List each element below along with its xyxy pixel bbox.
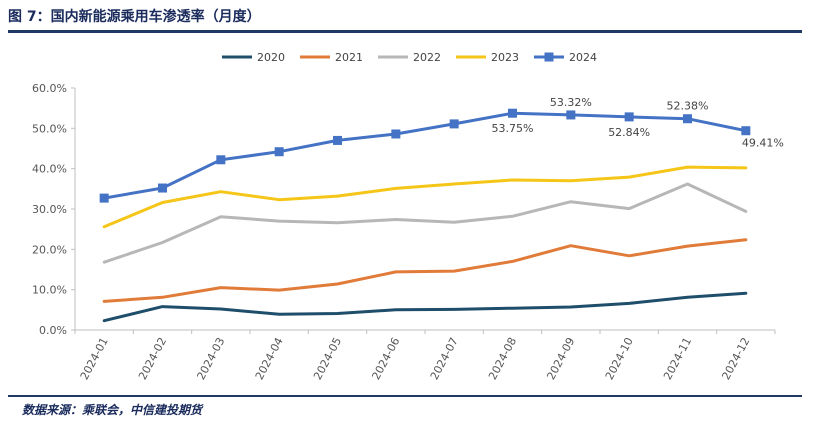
page-title: 图 7：国内新能源乘用车渗透率（月度） [8,9,261,25]
x-tick-label: 2024-09 [544,335,577,382]
data-label: 52.84% [608,126,650,139]
y-tick-label: 0.0% [39,324,67,337]
legend-item-2020: 2020 [222,51,285,64]
series-line-2020 [102,291,748,323]
legend-label: 2023 [491,51,519,64]
data-point-marker [158,183,167,193]
top-divider [8,30,802,33]
x-tick-label: 2024-11 [661,335,694,382]
source-note: 数据来源：乘联会，中信建投期货 [22,403,203,417]
x-tick-label: 2024-10 [603,335,636,382]
data-point-marker [449,119,459,129]
y-tick-label: 60.0% [32,82,67,95]
chart-axes: 0.0% 10.0% 20.0% 30.0% 40.0% 50.0% 60.0% 2024-0… [32,82,776,382]
legend-marker [544,52,554,62]
y-tick-label: 50.0% [32,122,67,135]
y-tick-label: 20.0% [32,243,67,256]
y-tick-label: 30.0% [32,203,67,216]
legend-label: 2024 [569,51,597,64]
chart-series [99,108,751,323]
legend-label: 2022 [413,51,441,64]
data-point-marker [216,155,226,165]
series-line-2022 [102,182,748,264]
chart-data-labels: 53.75% 53.32% 52.84% 52.38% 49.41% [492,96,784,150]
series-line-2024 [102,111,748,200]
legend-item-2022: 2022 [378,51,441,64]
series-2024 [99,108,751,203]
x-tick-label: 2024-08 [486,335,519,382]
series-line-2023 [102,165,748,229]
series-2022 [102,182,748,264]
x-tick-label: 2024-04 [253,335,286,382]
x-tick-label: 2024-03 [194,335,227,382]
bottom-divider [8,395,802,397]
x-tick-label: 2024-05 [311,335,344,382]
legend-item-2024: 2024 [534,51,597,64]
chart-legend: 2020 2021 2022 2023 2024 [222,51,597,64]
y-tick-label: 10.0% [32,284,67,297]
data-label: 53.75% [492,122,534,135]
series-2021 [102,238,748,303]
x-tick-label: 2024-02 [136,335,169,382]
series-2020 [102,291,748,323]
x-tick-label: 2024-12 [719,335,752,382]
data-point-marker [508,108,517,118]
legend-label: 2020 [257,51,285,64]
data-point-marker [566,110,576,120]
x-tick-label: 2024-01 [78,335,111,382]
legend-item-2023: 2023 [456,51,519,64]
legend-item-2021: 2021 [300,51,363,64]
data-point-marker [99,193,109,203]
series-line-2021 [102,238,748,303]
x-tick-label: 2024-07 [428,335,461,382]
data-label: 53.32% [550,96,592,109]
y-tick-label: 40.0% [32,163,67,176]
data-label: 52.38% [667,100,709,113]
data-label: 49.41% [742,137,784,150]
data-point-marker [391,129,401,139]
x-tick-label: 2024-06 [369,335,402,382]
data-point-marker [683,114,692,124]
series-2023 [102,165,748,229]
data-point-marker [333,135,342,145]
legend-label: 2021 [335,51,363,64]
data-point-marker [741,126,751,136]
data-point-marker [274,147,284,157]
line-chart: 2020 2021 2022 2023 2024 0.0% 10.0% 20.0% 30.0%… [32,51,784,382]
data-point-marker [624,112,634,122]
